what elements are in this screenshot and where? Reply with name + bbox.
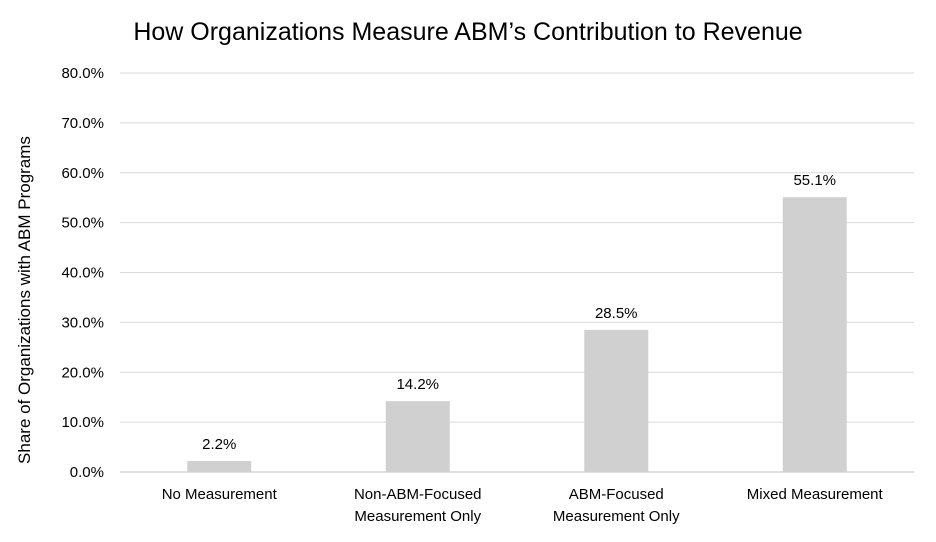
data-labels: 2.2% 14.2% 28.5% 55.1% [202, 172, 836, 453]
y-tick-label: 60.0% [61, 165, 104, 182]
gridlines [120, 72, 914, 473]
y-tick-label: 70.0% [61, 115, 104, 132]
x-tick-labels: No Measurement Non-ABM-Focused Measurement… [162, 486, 884, 525]
y-tick-label: 30.0% [61, 314, 104, 331]
y-tick-label: 80.0% [61, 65, 104, 82]
bar [385, 401, 450, 472]
y-axis-label: Share of Organizations with ABM Programs [15, 136, 34, 464]
y-tick-label: 0.0% [70, 464, 104, 481]
x-tick-label: No Measurement [162, 486, 278, 503]
y-tick-label: 10.0% [61, 414, 104, 431]
y-tick-labels: 0.0% 10.0% 20.0% 30.0% 40.0% 50.0% 60.0% 70.0% 8… [61, 65, 104, 481]
x-tick-label: Non-ABM-Focused Measurement Only [354, 486, 482, 525]
y-tick-label: 40.0% [61, 265, 104, 282]
bar [782, 197, 847, 472]
x-tick-label: ABM-Focused Measurement Only [553, 486, 680, 525]
data-label: 28.5% [595, 305, 638, 322]
data-label: 2.2% [202, 436, 236, 453]
bar [584, 329, 649, 472]
chart-title: How Organizations Measure ABM’s Contribu… [133, 18, 802, 46]
bar [187, 461, 252, 472]
data-label: 55.1% [793, 172, 836, 189]
bars [187, 197, 847, 472]
y-tick-label: 20.0% [61, 364, 104, 381]
x-tick-label: Mixed Measurement [747, 486, 884, 503]
data-label: 14.2% [396, 376, 439, 393]
y-tick-label: 50.0% [61, 215, 104, 232]
